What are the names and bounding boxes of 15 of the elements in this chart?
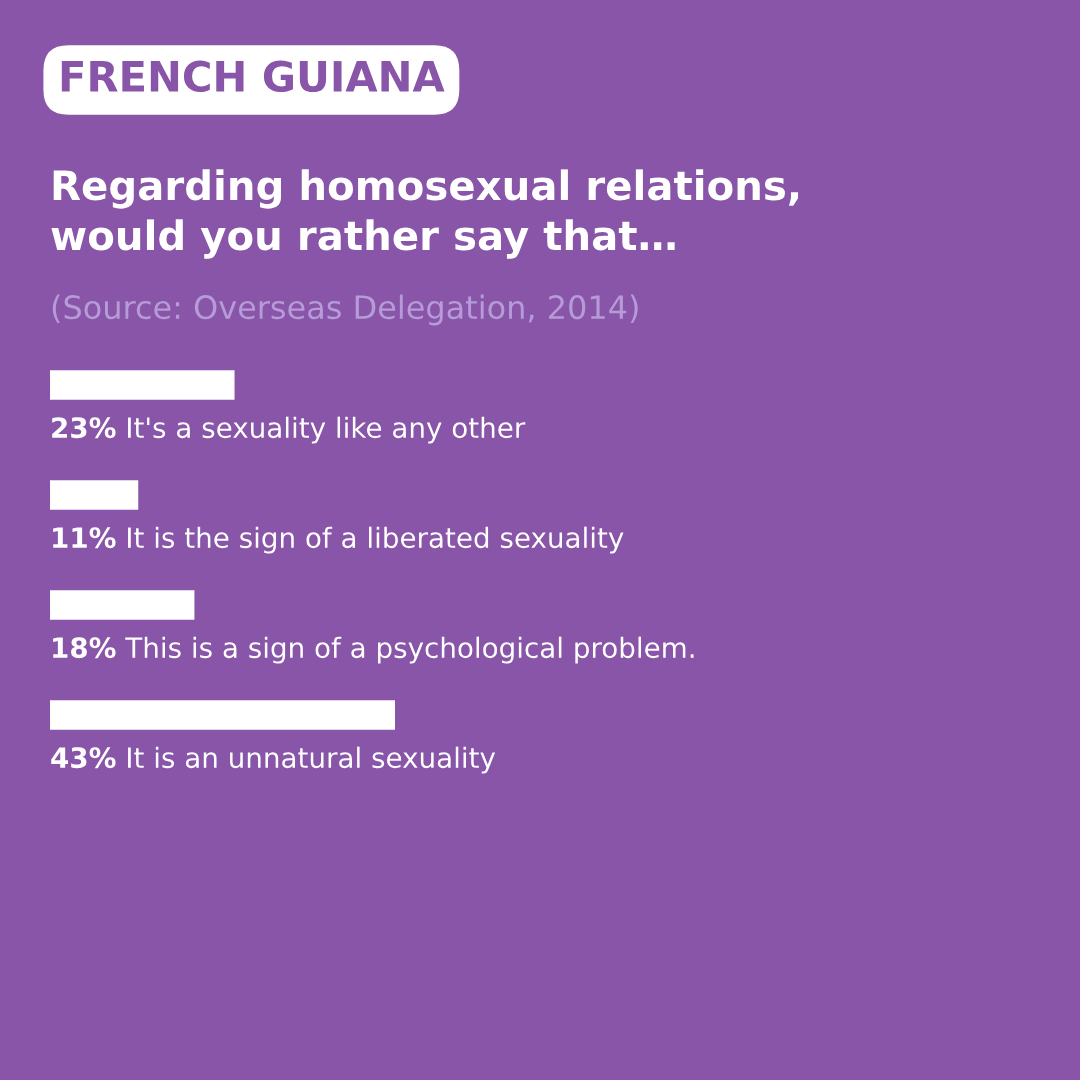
- bar: [50, 700, 395, 730]
- data-label: 18%: [53, 637, 116, 659]
- y-tick-label: It is an unnatural sexuality: [128, 746, 496, 774]
- text: (Source: Overseas Delegation, 2014): [52, 294, 638, 326]
- bar: [50, 370, 235, 400]
- y-tick-label: It's a sexuality like any other: [128, 416, 526, 444]
- chart-subtitle: FRENCH GUIANA: [61, 60, 445, 93]
- data-label: 43%: [51, 747, 116, 769]
- y-tick-label: This is a sign of a psychological problem.: [125, 636, 694, 664]
- data-label: 11%: [53, 527, 116, 549]
- chart-title: Regarding homosexual relations, would you rather say that…: [51, 169, 799, 259]
- bar: [50, 590, 195, 620]
- y-tick-label: It is the sign of a liberated sexuality: [128, 526, 624, 554]
- data-label: 23%: [52, 417, 116, 439]
- bar: [50, 480, 139, 510]
